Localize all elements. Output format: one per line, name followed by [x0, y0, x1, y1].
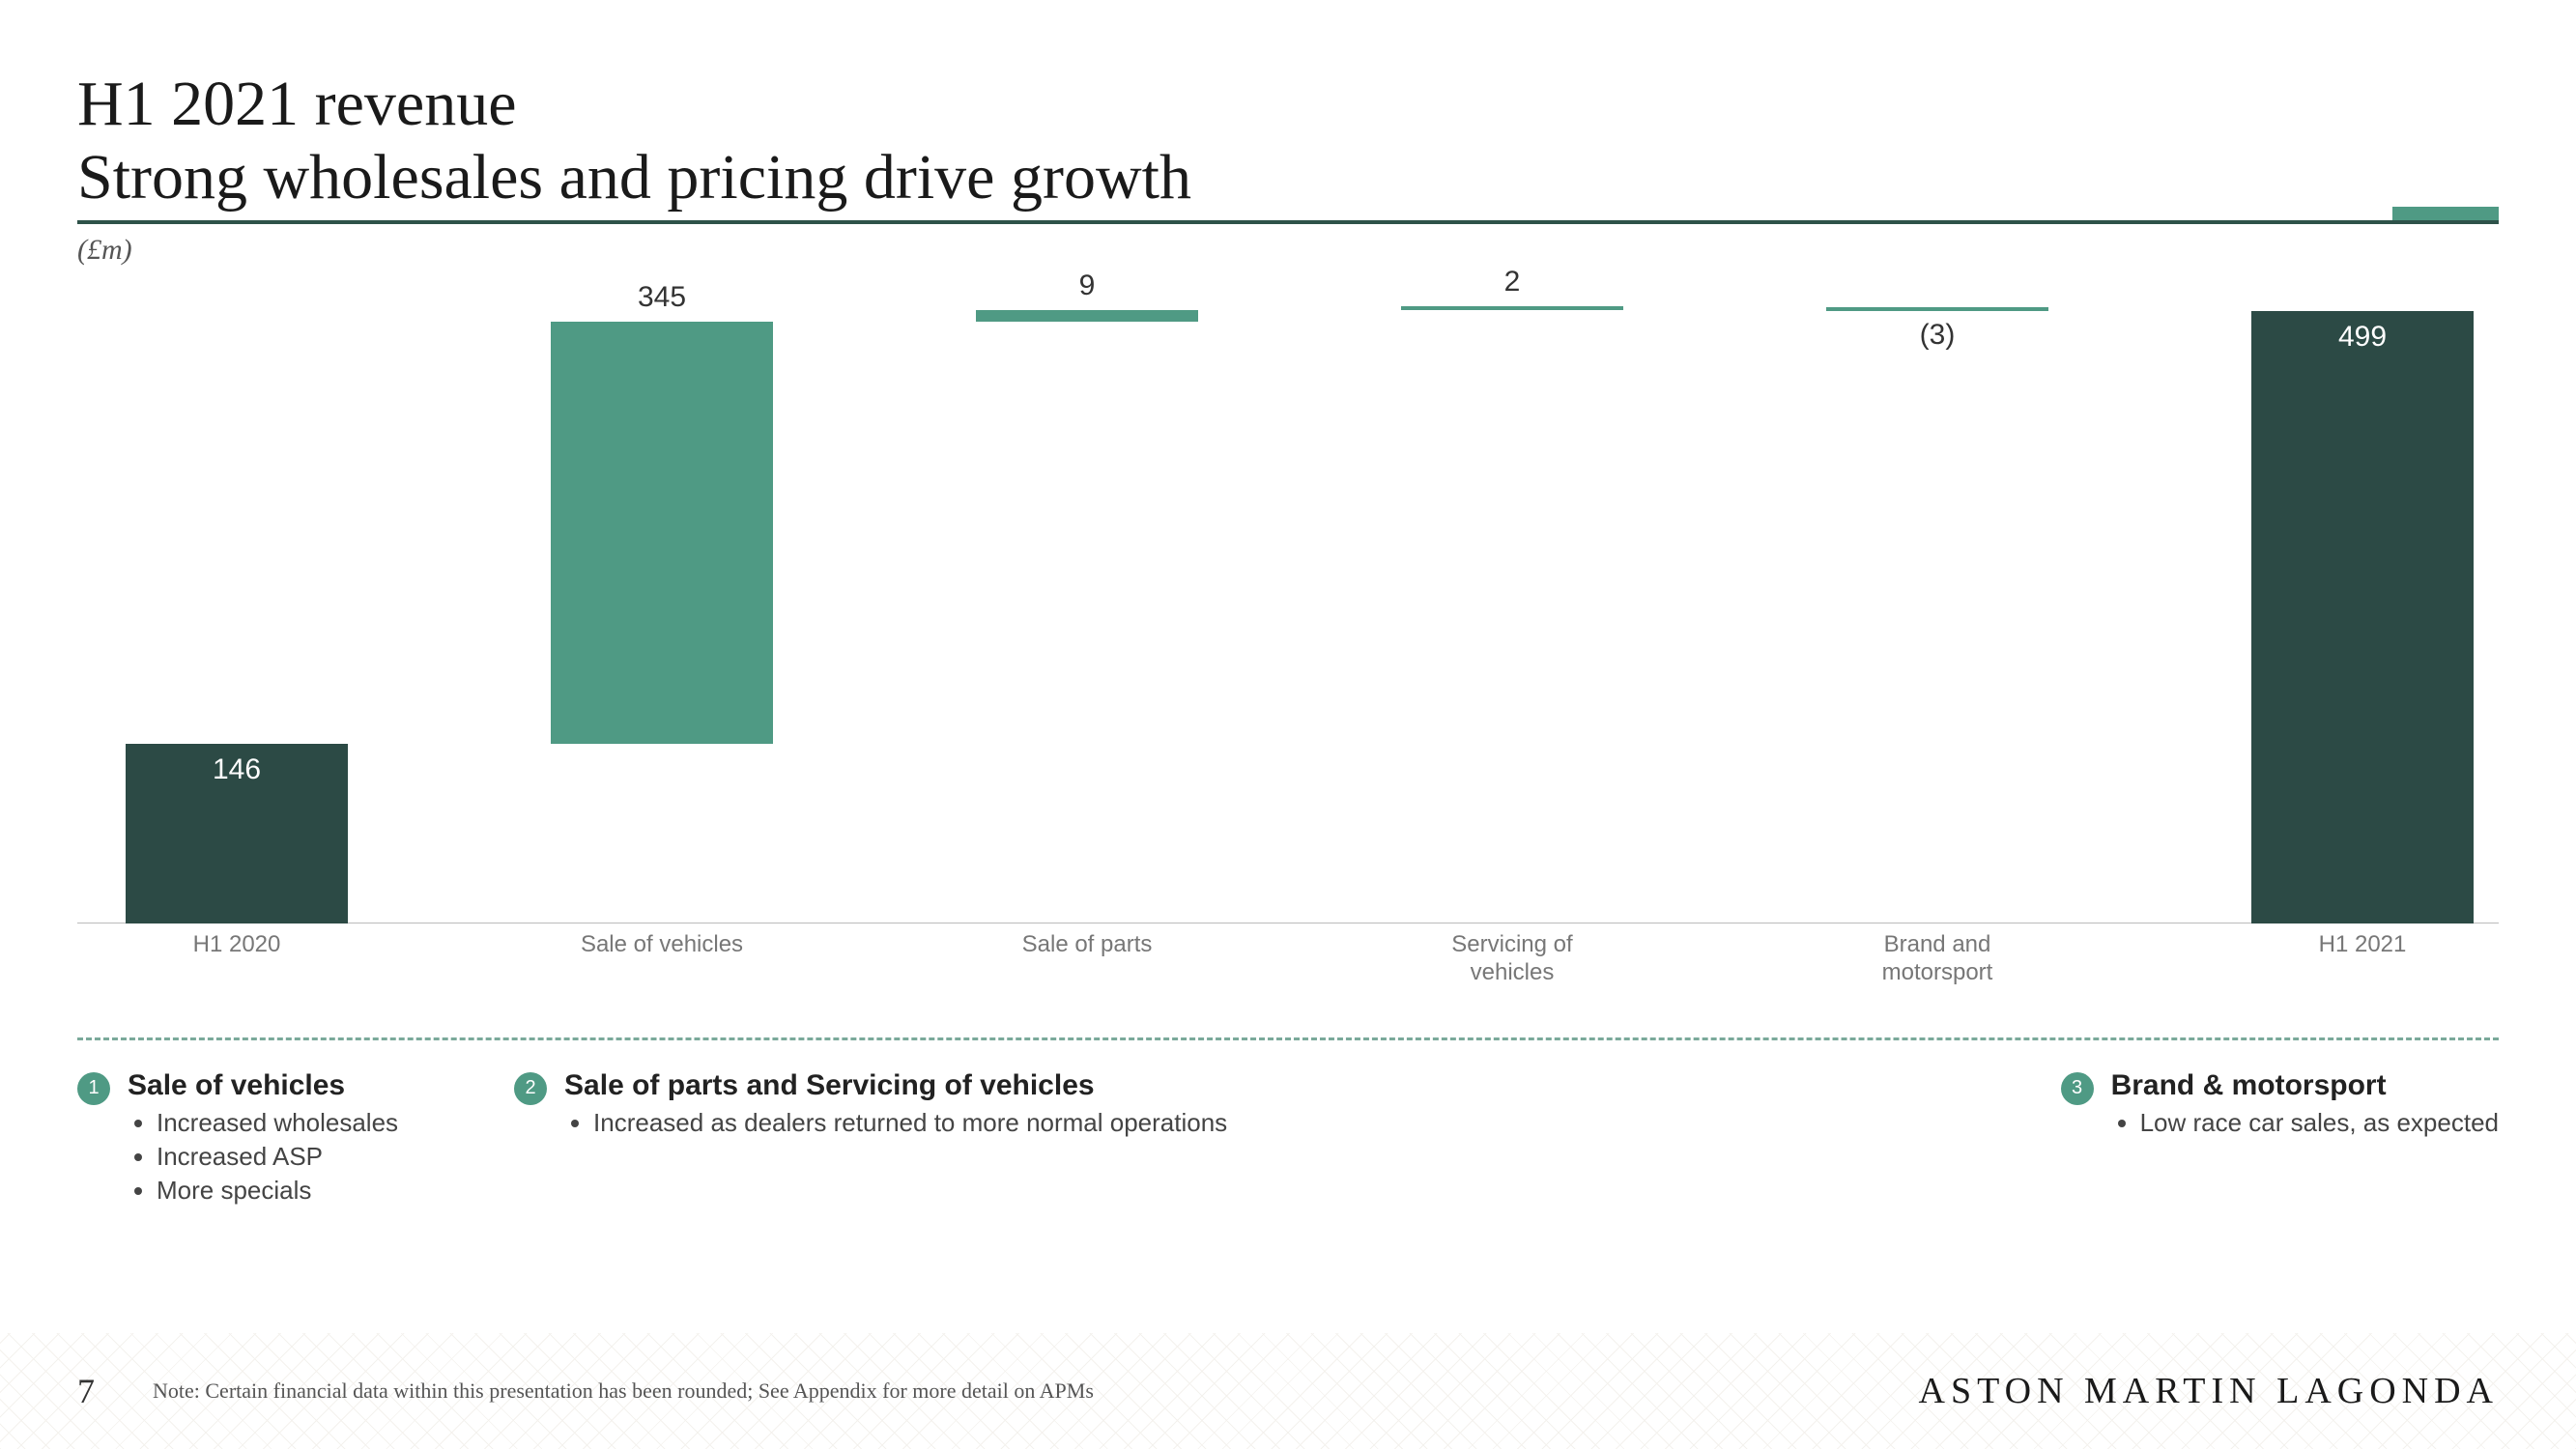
- callout-number-badge: 3: [2061, 1072, 2094, 1105]
- value-label-sale_of_parts: 9: [976, 270, 1198, 302]
- bar-servicing: [1401, 306, 1623, 310]
- callout-bullets: Increased wholesalesIncreased ASPMore sp…: [128, 1106, 398, 1208]
- callout-number-badge: 2: [514, 1072, 547, 1105]
- x-axis-labels: H1 2020 Sale of vehicles Sale of parts Serv…: [77, 931, 2499, 1018]
- callout-bullet: Low race car sales, as expected: [2140, 1106, 2499, 1140]
- callout-bullet: More specials: [157, 1174, 398, 1208]
- title-rule-accent: [2392, 207, 2499, 220]
- x-label-sale_of_vehicles: Sale of vehicles: [551, 931, 773, 959]
- title-line-2: Strong wholesales and pricing drive grow…: [77, 141, 2499, 214]
- unit-label: (£m): [77, 234, 2499, 267]
- footer-note: Note: Certain financial data within this…: [153, 1378, 1094, 1404]
- callout-title: Brand & motorsport: [2111, 1069, 2499, 1102]
- x-label-h1_2020: H1 2020: [126, 931, 348, 959]
- bar-brand_motorsport: [1826, 307, 2048, 311]
- bar-sale_of_parts: [976, 310, 1198, 321]
- callout-3: 3 Brand & motorsport Low race car sales, a…: [2061, 1069, 2499, 1208]
- waterfall-chart: 14634592(3)499: [77, 286, 2499, 923]
- callout-bullet: Increased ASP: [157, 1140, 398, 1174]
- value-label-sale_of_vehicles: 345: [551, 281, 773, 314]
- callout-2: 2 Sale of parts and Servicing of vehicles…: [514, 1069, 1227, 1208]
- callout-bullet: Increased wholesales: [157, 1106, 398, 1140]
- bar-h1_2021: [2251, 311, 2474, 923]
- callouts-row: 1Sale of vehiclesIncreased wholesalesInc…: [77, 1069, 2499, 1208]
- value-label-servicing: 2: [1401, 266, 1623, 298]
- title-line-1: H1 2021 revenue: [77, 68, 2499, 141]
- title-block: H1 2021 revenue Strong wholesales and pr…: [77, 68, 2499, 224]
- x-label-servicing: Servicing ofvehicles: [1401, 931, 1623, 987]
- bar-sale_of_vehicles: [551, 322, 773, 745]
- callout-1: 1 Sale of vehicles Increased wholesalesInc…: [77, 1069, 398, 1208]
- callout-number-badge: 1: [77, 1072, 110, 1105]
- x-label-brand_motorsport: Brand and motorsport: [1826, 931, 2048, 987]
- value-label-h1_2021: 499: [2251, 321, 2474, 354]
- x-label-sale_of_parts: Sale of parts: [976, 931, 1198, 959]
- callout-bullets: Low race car sales, as expected: [2111, 1106, 2499, 1140]
- callout-body: Sale of parts and Servicing of vehicles I…: [564, 1069, 1227, 1208]
- value-label-brand_motorsport: (3): [1826, 319, 2048, 352]
- callout-body: Sale of vehicles Increased wholesalesIncr…: [128, 1069, 398, 1208]
- callout-bullet: Increased as dealers returned to more no…: [593, 1106, 1227, 1140]
- x-label-h1_2021: H1 2021: [2251, 931, 2474, 959]
- dashed-separator: [77, 1037, 2499, 1040]
- page-number: 7: [77, 1371, 95, 1411]
- callout-title: Sale of parts and Servicing of vehicles: [564, 1069, 1227, 1102]
- callout-body: Brand & motorsport Low race car sales, as…: [2111, 1069, 2499, 1208]
- footer: 7 Note: Certain financial data within th…: [0, 1333, 2576, 1449]
- callout-title: Sale of vehicles: [128, 1069, 398, 1102]
- title-rule: [77, 220, 2499, 224]
- callout-bullets: Increased as dealers returned to more no…: [564, 1106, 1227, 1140]
- brand-wordmark: ASTON MARTIN LAGONDA: [1919, 1370, 2499, 1412]
- value-label-h1_2020: 146: [126, 753, 348, 786]
